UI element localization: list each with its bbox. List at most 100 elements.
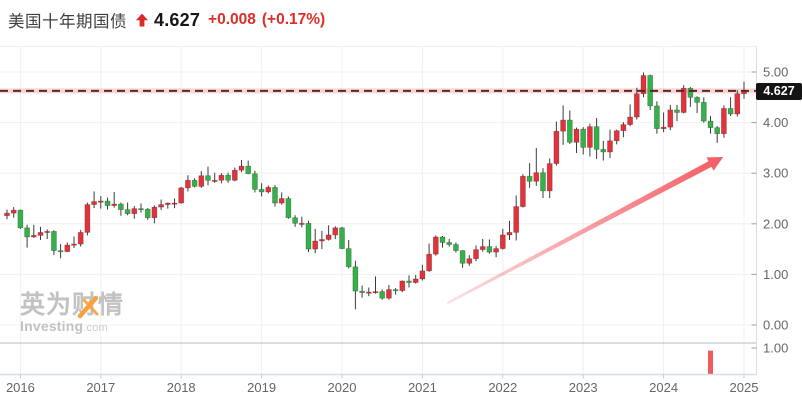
candle-body bbox=[265, 187, 272, 193]
candle-body bbox=[526, 175, 533, 182]
candle-body bbox=[312, 240, 319, 250]
candle-body bbox=[386, 289, 392, 299]
candle-body bbox=[372, 291, 379, 294]
candle-body bbox=[64, 244, 71, 252]
candle-body bbox=[674, 109, 680, 113]
candle-body bbox=[258, 189, 265, 193]
candle-body bbox=[700, 102, 707, 122]
candle-body bbox=[104, 200, 111, 206]
x-axis-label: 2018 bbox=[167, 380, 196, 395]
candle-body bbox=[225, 174, 231, 181]
candle-body bbox=[593, 126, 600, 150]
candle-body bbox=[499, 234, 506, 249]
candle-body bbox=[319, 239, 325, 242]
candle-body bbox=[453, 244, 459, 251]
candle-body bbox=[667, 109, 674, 128]
candle-body bbox=[392, 289, 399, 292]
candle-body bbox=[607, 140, 613, 153]
candle-body bbox=[520, 175, 526, 207]
candle-body bbox=[44, 231, 51, 233]
x-axis-label: 2025 bbox=[730, 380, 759, 395]
x-axis-label: 2021 bbox=[408, 380, 437, 395]
candle-body bbox=[399, 280, 406, 291]
candle-body bbox=[10, 209, 17, 214]
y-axis-label: 1.00 bbox=[763, 267, 788, 282]
y-axis-label: 0.00 bbox=[763, 318, 788, 333]
watermark-en-suffix: .com bbox=[83, 322, 108, 334]
candle-body bbox=[218, 174, 225, 181]
candle-body bbox=[131, 208, 138, 215]
trend-arrow bbox=[446, 157, 724, 305]
x-axis-label: 2020 bbox=[328, 380, 357, 395]
candle-body bbox=[37, 232, 44, 236]
candle-body bbox=[633, 93, 640, 118]
x-axis-label: 2022 bbox=[488, 380, 517, 395]
candle-body bbox=[305, 222, 312, 250]
candle-body bbox=[332, 227, 339, 236]
candle-body bbox=[721, 108, 727, 135]
candle-body bbox=[124, 209, 131, 215]
candle-body bbox=[627, 116, 633, 125]
candle-body bbox=[272, 187, 278, 204]
candle-body bbox=[17, 209, 24, 229]
candle-body bbox=[278, 198, 285, 204]
candle-body bbox=[77, 232, 84, 245]
candle-body bbox=[365, 291, 372, 294]
candle-body bbox=[493, 248, 499, 253]
price-change-percent: (+0.17%) bbox=[261, 11, 326, 28]
candle-body bbox=[694, 96, 700, 103]
candle-body bbox=[345, 248, 352, 268]
x-axis-label: 2024 bbox=[649, 380, 678, 395]
candle-body bbox=[727, 108, 734, 115]
candle-body bbox=[546, 163, 553, 192]
investing-watermark: 英为财情 Investing.com bbox=[20, 292, 124, 335]
watermark-cn-text: 英为财情 bbox=[20, 292, 124, 319]
candle-body bbox=[432, 236, 439, 255]
candle-body bbox=[191, 179, 198, 187]
price-change: +0.008 bbox=[208, 11, 256, 28]
candle-body bbox=[533, 172, 540, 182]
instrument-header: 美国十年期国债 4.627 +0.008 (+0.17%) bbox=[8, 7, 331, 33]
candle-body bbox=[446, 242, 453, 245]
candle-body bbox=[426, 253, 432, 272]
candle-body bbox=[325, 234, 332, 240]
candle-body bbox=[24, 227, 30, 238]
candle-body bbox=[613, 130, 620, 142]
candle-body bbox=[144, 208, 151, 219]
candle-body bbox=[660, 126, 667, 130]
candle-body bbox=[292, 217, 298, 224]
volume-axis-label: 1.00 bbox=[763, 341, 788, 356]
candle-body bbox=[185, 179, 191, 189]
candle-body bbox=[352, 266, 359, 292]
x-axis-label: 2019 bbox=[247, 380, 276, 395]
y-axis-label: 5.00 bbox=[763, 65, 788, 80]
x-axis-label: 2016 bbox=[6, 380, 35, 395]
y-axis-label: 2.00 bbox=[763, 216, 788, 231]
candle-body bbox=[30, 235, 37, 238]
candle-body bbox=[4, 212, 10, 217]
candle-body bbox=[406, 280, 412, 283]
candle-body bbox=[84, 204, 91, 233]
watermark-en-label: Investing bbox=[20, 318, 84, 334]
candle-body bbox=[687, 87, 694, 98]
instrument-title: 美国十年期国债 bbox=[8, 13, 127, 31]
candle-body bbox=[245, 165, 252, 175]
candle-body bbox=[339, 227, 345, 249]
candle-body bbox=[138, 208, 144, 211]
candle-body bbox=[573, 128, 580, 143]
candle-body bbox=[205, 175, 211, 181]
candle-body bbox=[164, 202, 171, 205]
candle-body bbox=[439, 236, 446, 243]
candle-body bbox=[71, 243, 77, 246]
watermark-cn-label: 英为财情 bbox=[20, 291, 125, 319]
y-axis-label: 4.00 bbox=[763, 115, 788, 130]
candle-body bbox=[553, 130, 560, 164]
candle-body bbox=[587, 126, 593, 148]
candle-body bbox=[51, 231, 57, 251]
candle-body bbox=[231, 169, 238, 181]
candle-body bbox=[419, 270, 426, 280]
x-axis-label: 2023 bbox=[569, 380, 598, 395]
candle-body bbox=[118, 203, 124, 210]
candle-body bbox=[158, 204, 164, 208]
